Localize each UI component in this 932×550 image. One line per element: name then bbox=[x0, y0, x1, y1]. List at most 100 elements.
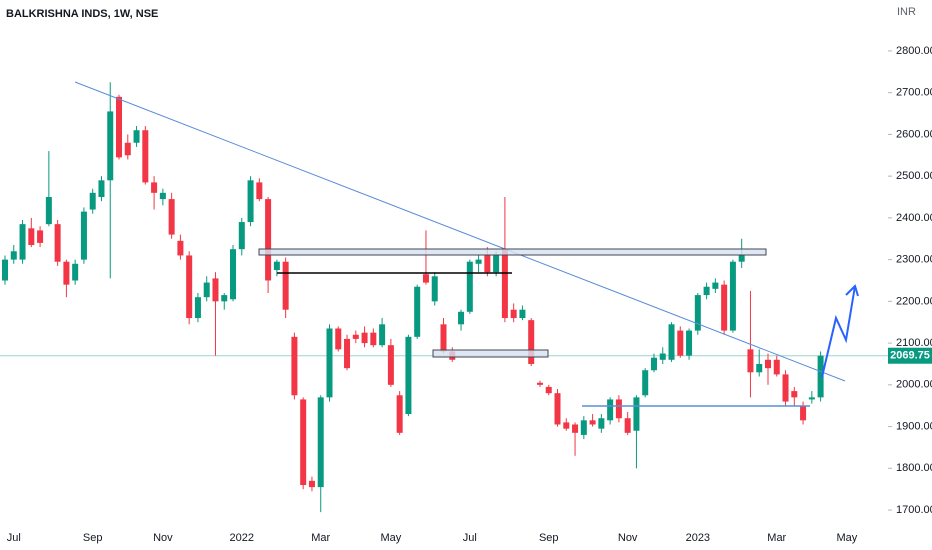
x-tick-label: Sep bbox=[539, 532, 559, 544]
last-price-label: 2069.75 bbox=[890, 350, 930, 362]
y-tick-label: 2700.00 bbox=[896, 87, 932, 99]
x-tick-label: Mar bbox=[767, 532, 786, 544]
candle-body bbox=[80, 211, 87, 260]
candle-body bbox=[580, 420, 587, 435]
candle bbox=[501, 197, 508, 323]
candle bbox=[414, 284, 421, 339]
candle-body bbox=[668, 324, 675, 360]
candle-body bbox=[133, 130, 140, 143]
candle-body bbox=[335, 328, 342, 350]
candle bbox=[124, 134, 131, 160]
candle-body bbox=[177, 240, 184, 256]
candle-body bbox=[414, 286, 421, 337]
candle bbox=[615, 395, 622, 423]
candle-body bbox=[615, 399, 622, 419]
candle bbox=[580, 416, 587, 440]
candle bbox=[431, 272, 438, 306]
candle-body bbox=[317, 397, 324, 488]
candle-body bbox=[2, 259, 8, 281]
candle bbox=[72, 259, 79, 285]
candle bbox=[63, 259, 70, 298]
candle-body bbox=[773, 359, 780, 375]
candle-body bbox=[782, 374, 789, 402]
candle bbox=[247, 176, 254, 227]
y-tick-label: 2600.00 bbox=[896, 128, 932, 140]
candle-body bbox=[238, 222, 245, 250]
y-tick-label: 2200.00 bbox=[896, 295, 932, 307]
candle-body bbox=[291, 336, 298, 396]
candle-body bbox=[19, 224, 26, 260]
candle bbox=[282, 257, 289, 319]
candle-body bbox=[186, 255, 193, 319]
y-tick-label: 1800.00 bbox=[896, 462, 932, 474]
candle-body bbox=[387, 345, 394, 385]
candle bbox=[528, 318, 535, 367]
candle-body bbox=[642, 370, 649, 396]
candle-body bbox=[519, 309, 526, 319]
candle-body bbox=[344, 338, 351, 369]
candle bbox=[791, 386, 798, 406]
candle-body bbox=[484, 255, 491, 273]
candle-body bbox=[721, 284, 728, 331]
candle-body bbox=[256, 182, 263, 200]
candle-body bbox=[10, 251, 17, 260]
candle-body bbox=[738, 255, 745, 262]
candle-body bbox=[650, 357, 657, 371]
candle bbox=[817, 351, 824, 402]
candle-body bbox=[37, 230, 44, 243]
candle bbox=[168, 192, 175, 239]
candle bbox=[2, 255, 8, 285]
candle-body bbox=[89, 192, 96, 210]
candle-body bbox=[379, 324, 386, 346]
last-price-box bbox=[888, 347, 932, 364]
candle-body bbox=[422, 274, 429, 283]
candle-body bbox=[458, 311, 465, 325]
candle bbox=[54, 219, 61, 266]
candle-body bbox=[747, 349, 754, 373]
candle bbox=[291, 332, 298, 400]
candle-body bbox=[659, 353, 666, 360]
candle bbox=[598, 414, 605, 433]
candle-body bbox=[572, 424, 579, 433]
candle bbox=[37, 226, 44, 248]
candle bbox=[572, 422, 579, 456]
candle-body bbox=[54, 224, 61, 262]
candle-body bbox=[361, 332, 368, 344]
candle-body bbox=[686, 330, 693, 356]
candle-body bbox=[607, 399, 614, 421]
candle-body bbox=[528, 320, 535, 364]
candle bbox=[256, 178, 263, 202]
candle bbox=[344, 334, 351, 371]
zone-box bbox=[432, 349, 549, 358]
candle bbox=[712, 278, 719, 294]
candle-body bbox=[729, 261, 736, 331]
candle bbox=[203, 276, 210, 302]
candle bbox=[116, 94, 123, 160]
candle-body bbox=[703, 286, 710, 296]
candle-body bbox=[326, 328, 333, 398]
candle bbox=[642, 368, 649, 398]
candle bbox=[379, 318, 386, 348]
y-tick-label: 2400.00 bbox=[896, 212, 932, 224]
candle bbox=[721, 280, 728, 335]
candle bbox=[536, 380, 543, 387]
candle bbox=[361, 326, 368, 348]
candle bbox=[10, 245, 17, 264]
candle-body bbox=[493, 255, 500, 273]
x-tick-label: 2023 bbox=[686, 532, 710, 544]
candle bbox=[335, 326, 342, 352]
y-tick-label: 2100.00 bbox=[896, 337, 932, 349]
candle bbox=[159, 188, 166, 206]
candle bbox=[729, 259, 736, 333]
candle-body bbox=[712, 282, 719, 289]
x-tick-label: Sep bbox=[83, 532, 103, 544]
candle-body bbox=[808, 397, 815, 400]
x-tick-label: May bbox=[380, 532, 401, 544]
candle bbox=[28, 217, 35, 248]
x-tick-label: Jul bbox=[7, 532, 21, 544]
candle-body bbox=[273, 261, 280, 271]
candle bbox=[142, 126, 149, 185]
candle-body bbox=[431, 276, 438, 302]
y-tick-label: 2000.00 bbox=[896, 379, 932, 391]
